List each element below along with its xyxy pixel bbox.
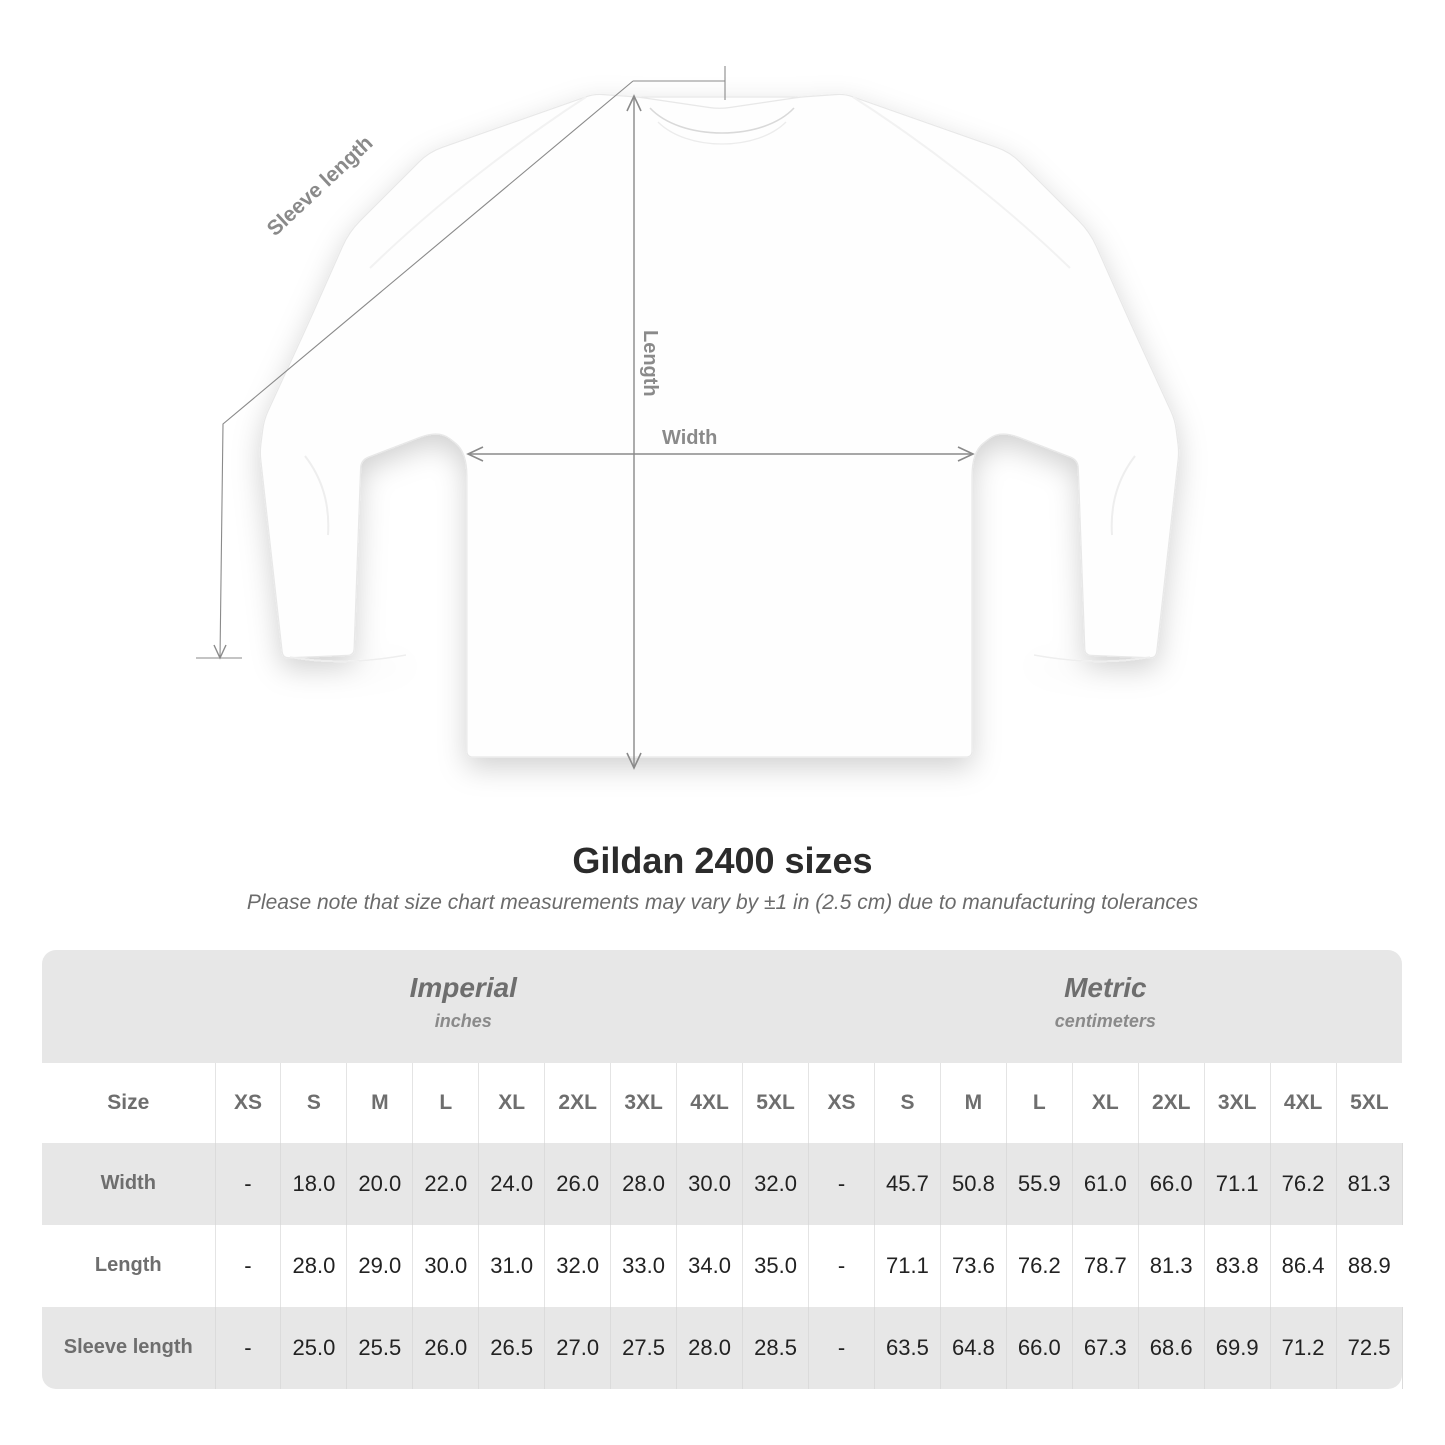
svg-text:Length: Length — [639, 330, 661, 397]
svg-text:Width: Width — [662, 427, 717, 449]
